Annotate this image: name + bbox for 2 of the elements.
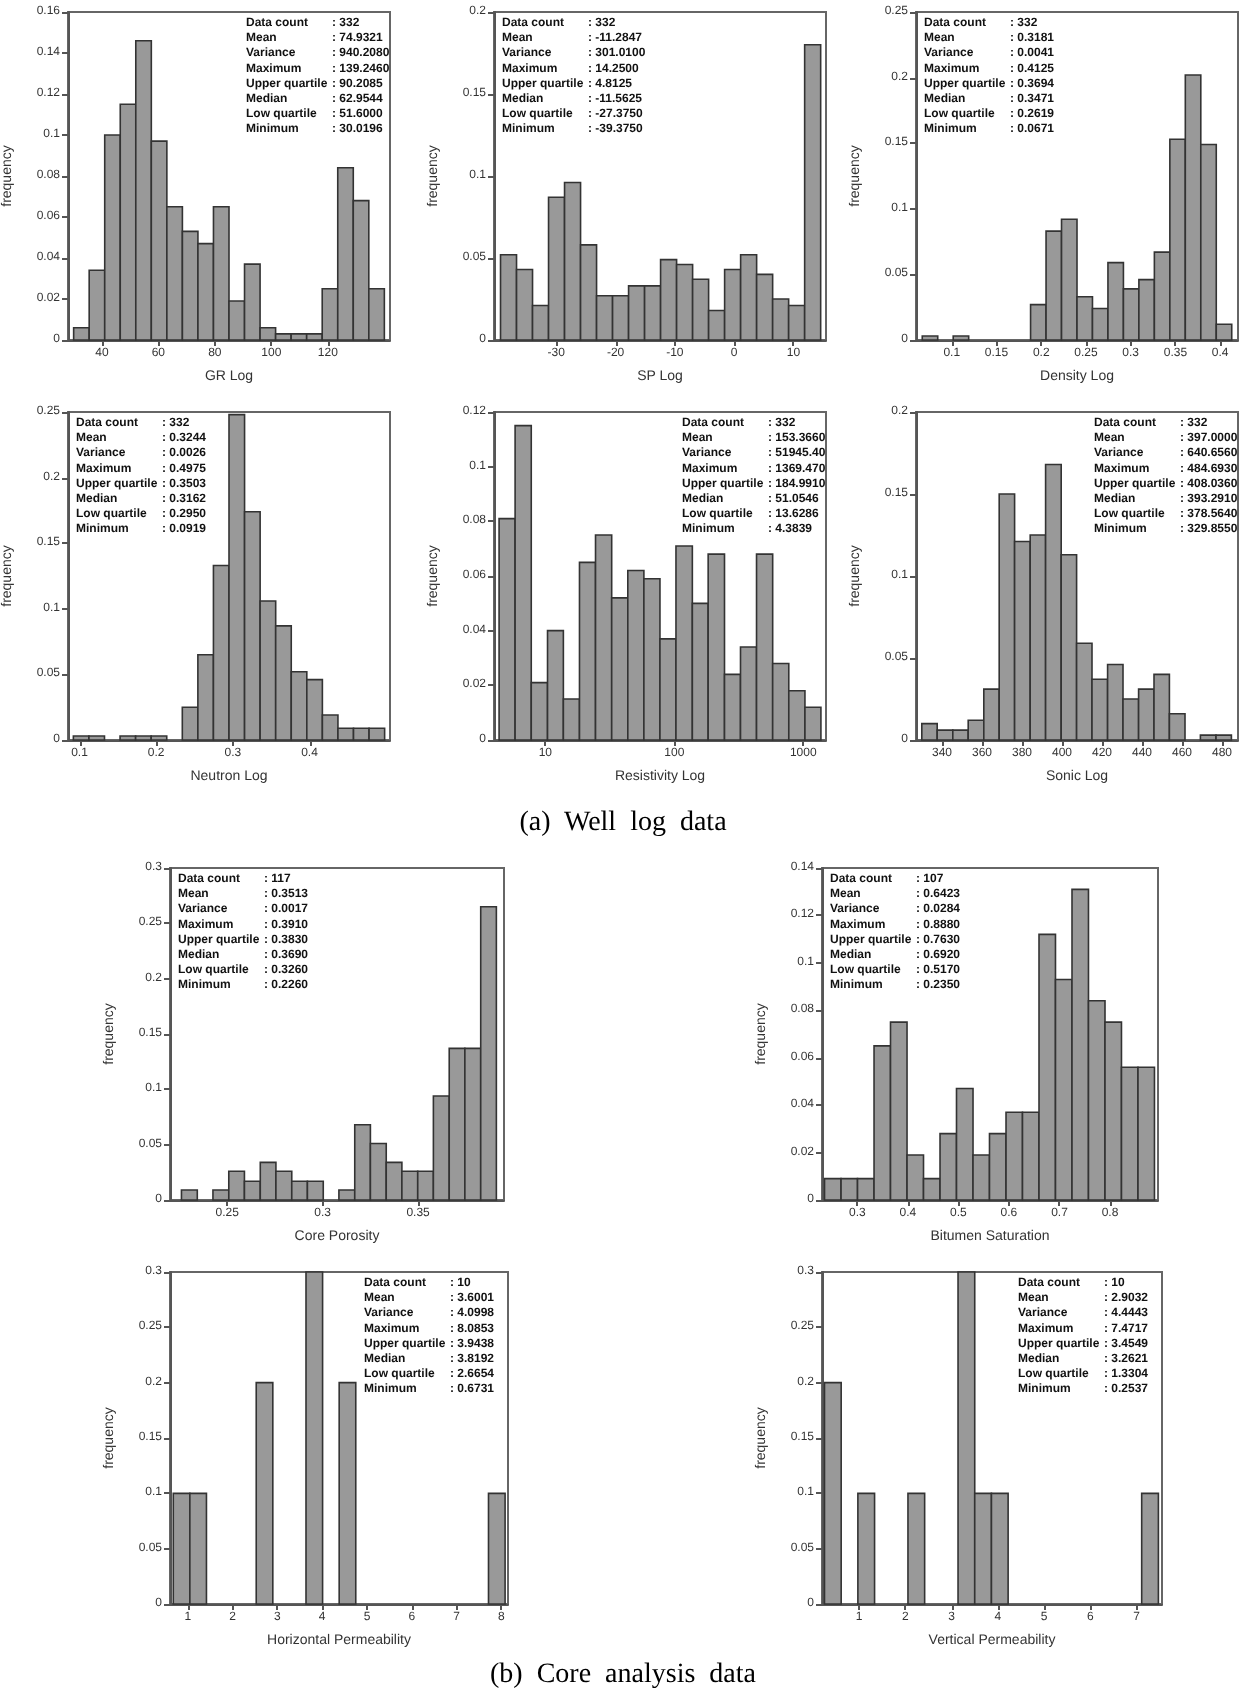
text: (a) Well log data [517, 806, 729, 842]
text: (b) Core analysis data [488, 1658, 758, 1694]
